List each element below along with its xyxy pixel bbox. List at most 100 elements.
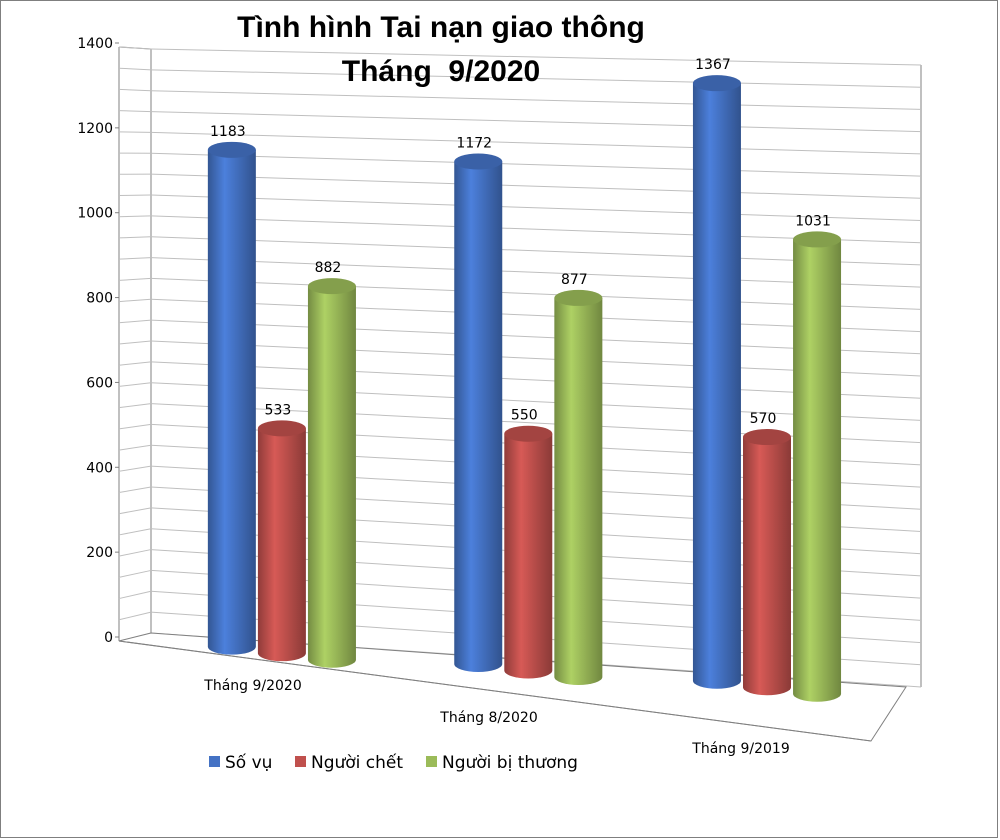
bar-cylinder: 882 [307,260,356,668]
legend-swatch-nguoi-chet [295,756,306,767]
side-gridline [118,507,152,515]
bar-cylinder: 550 [504,408,553,679]
side-gridline [118,257,152,260]
y-tick-label: 400 [86,460,113,476]
floor-front-edge [118,640,872,742]
bar-cylinder: 533 [257,402,306,662]
gridline [150,257,922,288]
bar-top [207,141,256,158]
legend-label-so-vu: Số vụ [225,752,272,773]
gridline [150,319,922,355]
data-label: 533 [265,402,292,418]
bar-top [454,153,503,170]
side-gridline [118,236,152,239]
side-gridline [118,215,152,218]
gridline [150,277,922,310]
legend-label-nguoi-chet: Người chết [311,752,403,773]
gridline [150,236,922,266]
bar-top [307,278,356,295]
bar-top [504,425,553,442]
side-gridline [118,444,152,451]
side-gridline [118,549,152,557]
bar-body [793,239,842,702]
data-label: 1172 [456,136,492,152]
legend-item-nguoi-bi-thuong: Người bị thương [426,753,578,773]
chart-title: Tình hình Tai nạn giao thông Tháng 9/202… [237,11,645,88]
legend-swatch-nguoi-bi-thuong [426,756,437,767]
bar-top [692,75,741,92]
bar-top [743,429,791,446]
side-gridline [118,46,152,50]
x-axis-categories: Tháng 9/2020 Tháng 8/2020 Tháng 9/2019 [203,678,789,757]
side-gridline [118,611,152,621]
side-gridline [118,465,152,472]
gridline [150,403,922,444]
y-tick-label: 200 [86,545,113,561]
gridline [150,194,922,221]
gridline [150,131,922,155]
y-tick-label: 1000 [77,206,113,222]
bar-cylinder: 1172 [454,136,503,672]
gridline [150,361,922,399]
gridline [150,173,922,199]
y-tick-label: 0 [104,630,113,646]
legend-item-so-vu: Số vụ [209,752,272,773]
side-gridline [118,88,152,92]
side-gridline [118,298,152,303]
side-gridline [118,486,152,493]
gridline [150,69,922,88]
chart-title-line-1: Tình hình Tai nạn giao thông [237,11,645,44]
bar-top [257,420,306,437]
gridline [150,340,922,377]
y-tick-label: 1200 [77,121,113,137]
bar-body [257,428,306,662]
bar-top [793,231,842,248]
gridline [150,215,922,244]
bar-body [207,149,256,655]
side-gridline [118,131,152,133]
side-gridline [118,423,152,430]
data-label: 882 [315,260,342,276]
y-tick-label: 800 [86,291,113,307]
bar-body [504,433,553,679]
data-label: 1367 [695,57,731,73]
side-gridline [118,528,152,536]
bar-body [554,297,603,685]
data-label: 1031 [795,213,831,229]
gridline [150,48,922,66]
bar-body [692,83,741,689]
side-gridline [118,319,152,324]
bar-top [554,289,603,306]
data-label: 570 [750,411,777,427]
bar-cylinder: 877 [554,272,603,685]
chart-title-line-2: Tháng 9/2020 [342,55,540,88]
bar-cylinder: 1031 [793,213,842,702]
side-gridline [118,67,152,71]
side-gridline [118,403,152,409]
bars: 1183 533 882 1172 550 877 1367 570 1031 [207,57,842,702]
gridline [150,298,922,333]
legend-item-nguoi-chet: Người chết [295,752,403,773]
x-category-label: Tháng 8/2020 [439,710,537,726]
bar-body [307,286,356,668]
side-gridline [118,382,152,387]
legend: Số vụ Người chết Người bị thương [209,752,578,773]
data-label: 550 [511,408,538,424]
side-gridline [118,194,152,196]
y-tick-label: 600 [86,375,113,391]
x-category-label: Tháng 9/2019 [691,741,789,757]
legend-label-nguoi-bi-thuong: Người bị thương [442,753,578,773]
data-label: 877 [561,272,588,288]
side-gridline [118,340,152,345]
bar-cylinder: 570 [743,411,791,696]
data-label: 1183 [210,124,246,140]
side-gridline [118,277,152,281]
gridline [150,152,922,177]
bar-cylinder: 1183 [207,124,256,655]
gridline [150,111,922,133]
side-gridline [118,569,152,578]
bar-cylinder: 1367 [692,57,741,689]
bar-body [454,161,503,672]
